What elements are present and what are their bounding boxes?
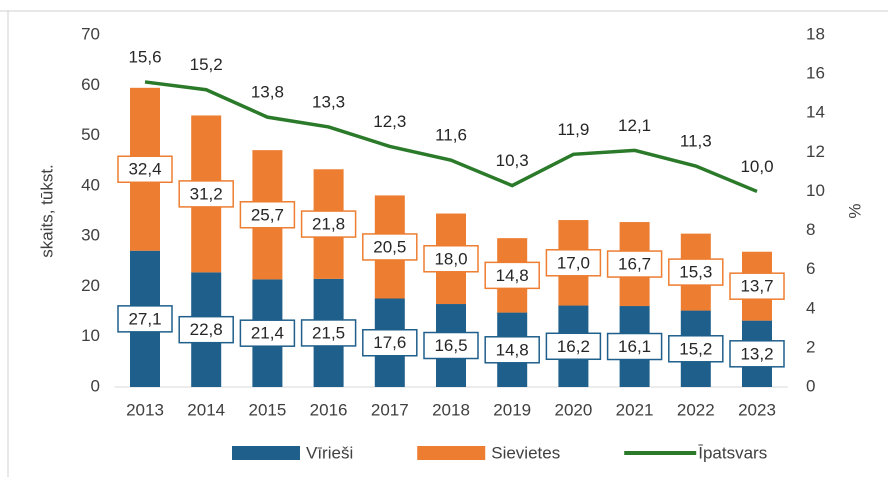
line-label: 15,6 [128, 47, 161, 66]
y2-tick-label: 10 [806, 181, 825, 200]
line-label: 12,1 [618, 116, 651, 135]
data-label-box [362, 233, 418, 261]
y2-tick-label: 16 [806, 64, 825, 83]
y2-tick-label: 2 [806, 337, 815, 356]
data-label-box [117, 305, 173, 333]
data-label: 13,2 [740, 344, 773, 363]
data-label: 16,5 [434, 336, 467, 355]
legend-marker [232, 446, 300, 460]
y-tick-label: 70 [81, 24, 100, 43]
data-label-box [423, 331, 479, 360]
line-label: 10,0 [740, 157, 773, 176]
data-label-box [668, 258, 724, 286]
y-tick-label: 60 [81, 75, 100, 94]
y2-tick-label: 18 [806, 24, 825, 43]
data-label: 32,4 [128, 160, 161, 179]
data-label: 21,8 [312, 215, 345, 234]
x-tick-label: 2022 [677, 400, 715, 419]
y2-axis-title: % [845, 203, 864, 218]
line [144, 80, 758, 194]
data-label-box [545, 332, 602, 361]
legend-label: Sievietes [491, 443, 560, 462]
line-label: 11,9 [557, 120, 589, 139]
y2-tick-label: 12 [806, 142, 825, 161]
line-label: 12,3 [373, 112, 406, 131]
x-tick-label: 2015 [248, 400, 286, 419]
x-tick-label: 2017 [371, 400, 409, 419]
y2-tick-label: 4 [806, 298, 815, 317]
y-tick-label: 20 [81, 276, 100, 295]
legend-marker [417, 446, 486, 460]
y2-tick-label: 6 [806, 259, 815, 278]
data-label: 14,8 [496, 266, 529, 285]
data-label: 17,0 [557, 253, 590, 272]
line-label: 13,8 [251, 83, 284, 102]
data-label: 17,6 [373, 333, 406, 352]
data-label: 16,2 [557, 337, 590, 356]
data-label: 16,7 [618, 255, 651, 274]
data-label-box [484, 261, 540, 290]
data-label-box [668, 335, 724, 363]
data-label-box [178, 315, 234, 344]
data-label: 20,5 [373, 237, 406, 256]
data-label-box [178, 180, 234, 208]
x-tick-label: 2014 [187, 400, 225, 419]
line-label: 13,3 [312, 92, 345, 111]
data-label-box [239, 319, 296, 347]
x-tick-label: 2021 [616, 400, 654, 419]
y-axis-title: skaits, tūkst. [37, 164, 56, 258]
data-label: 16,1 [618, 337, 651, 356]
legend-label: Vīrieši [306, 443, 353, 462]
data-label-box [729, 272, 785, 300]
data-label-box [729, 340, 785, 368]
data-label-box [300, 319, 357, 347]
y-tick-label: 50 [81, 125, 100, 144]
data-label: 18,0 [434, 249, 467, 268]
data-label-box [484, 336, 540, 364]
data-label: 27,1 [128, 309, 161, 328]
data-label: 14,8 [496, 340, 529, 359]
data-label: 13,7 [740, 277, 773, 296]
y2-tick-label: 14 [806, 103, 825, 122]
data-label-box [117, 155, 173, 184]
data-label: 21,4 [251, 324, 284, 343]
data-label-box [300, 210, 357, 238]
y-tick-label: 30 [81, 226, 100, 245]
x-tick-label: 2019 [493, 400, 531, 419]
data-label-box [423, 245, 479, 273]
data-label: 31,2 [190, 184, 223, 203]
data-label-box [606, 332, 663, 361]
data-label-box [545, 249, 602, 277]
x-tick-label: 2020 [554, 400, 592, 419]
line-label: 10,3 [496, 151, 529, 170]
x-tick-label: 2018 [432, 400, 470, 419]
legend-label: Īpatsvars [698, 443, 767, 462]
x-tick-label: 2016 [310, 400, 348, 419]
line-label: 15,2 [190, 55, 223, 74]
data-label: 25,7 [251, 205, 284, 224]
y-tick-label: 10 [81, 326, 100, 345]
line-label: 11,3 [680, 132, 712, 151]
data-label: 21,5 [312, 323, 345, 342]
x-tick-label: 2023 [738, 400, 776, 419]
data-label-box [362, 328, 418, 357]
y2-tick-label: 0 [806, 376, 815, 395]
line-label: 11,6 [435, 126, 467, 145]
y-tick-label: 40 [81, 175, 100, 194]
y-tick-label: 0 [91, 376, 100, 395]
data-label: 15,2 [679, 339, 712, 358]
data-label: 22,8 [190, 320, 223, 339]
x-tick-label: 2013 [126, 400, 164, 419]
data-label-box [239, 201, 296, 229]
y2-tick-label: 8 [806, 220, 815, 239]
data-label-box [606, 250, 663, 278]
data-label: 15,3 [679, 263, 712, 282]
